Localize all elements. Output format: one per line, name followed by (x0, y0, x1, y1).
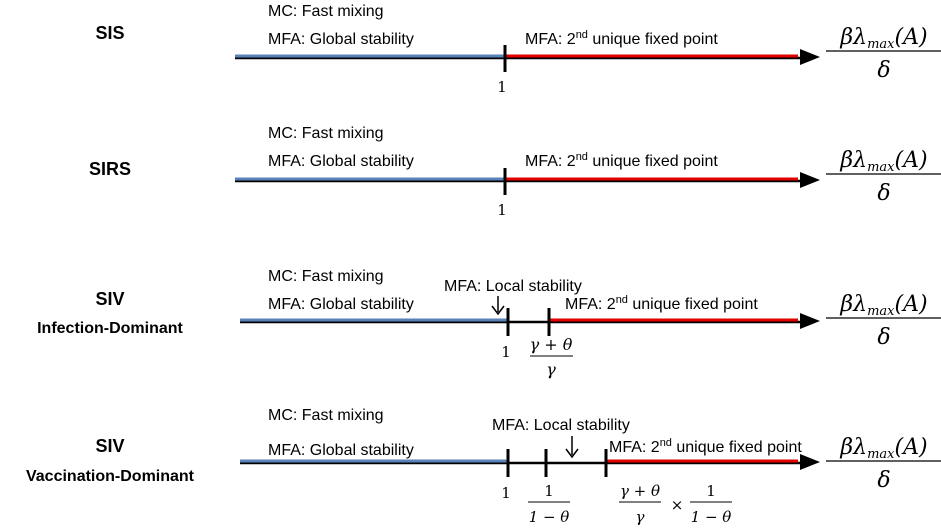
svg-text:βλmax(A): βλmax(A) (839, 435, 927, 462)
mfa-global-stability-label: MFA: Global stability (268, 442, 414, 459)
axis-label: βλmax(A) δ (826, 435, 941, 493)
svg-text:1: 1 (544, 482, 554, 500)
tick-label-one: 1 (497, 201, 507, 219)
row-siv-infection: SIV Infection-Dominant MC: Fast mixing M… (37, 268, 941, 379)
model-name-sis: SIS (95, 23, 124, 43)
axis-arrowhead (800, 49, 820, 65)
svg-text:γ + θ: γ + θ (620, 482, 660, 500)
mfa-second-fixed-point-label: MFA: 2nd unique fixed point (525, 29, 718, 48)
svg-text:γ: γ (636, 508, 645, 526)
mfa-second-fixed-point-label: MFA: 2nd unique fixed point (609, 437, 802, 456)
axis-label: βλmax(A) δ (826, 148, 941, 206)
tick-label-gamma-theta-over-gamma: γ + θ γ (530, 335, 573, 379)
axis-label: βλmax(A) δ (826, 25, 941, 83)
row-sis: SIS MC: Fast mixing MFA: Global stabilit… (95, 3, 941, 96)
model-name-siv: SIV (95, 289, 124, 309)
tick-label-product: γ + θ γ × 1 1 − θ (619, 482, 732, 526)
mc-fast-mixing-label: MC: Fast mixing (268, 268, 384, 285)
mc-fast-mixing-label: MC: Fast mixing (268, 407, 384, 424)
row-sirs: SIRS MC: Fast mixing MFA: Global stabili… (89, 125, 941, 219)
mfa-global-stability-label: MFA: Global stability (268, 296, 414, 313)
mc-fast-mixing-label: MC: Fast mixing (268, 3, 384, 20)
svg-text:βλmax(A): βλmax(A) (839, 292, 927, 319)
svg-text:βλmax(A): βλmax(A) (839, 148, 927, 175)
svg-text:1: 1 (706, 482, 716, 500)
svg-text:βλmax(A): βλmax(A) (839, 25, 927, 52)
tick-label-one: 1 (497, 78, 507, 96)
svg-text:1 − θ: 1 − θ (691, 508, 732, 526)
local-stability-arrow (565, 436, 579, 459)
mc-fast-mixing-label: MC: Fast mixing (268, 125, 384, 142)
mfa-local-stability-label: MFA: Local stability (492, 417, 630, 434)
svg-text:δ: δ (877, 58, 890, 83)
svg-text:1 − θ: 1 − θ (529, 508, 570, 526)
mfa-second-fixed-point-label: MFA: 2nd unique fixed point (565, 294, 758, 313)
local-stability-arrow (491, 296, 505, 316)
axis-arrowhead (800, 454, 820, 470)
tick-label-one: 1 (501, 484, 511, 502)
svg-text:γ: γ (546, 360, 556, 379)
mfa-second-fixed-point-label: MFA: 2nd unique fixed point (525, 151, 718, 170)
axis-arrowhead (800, 172, 820, 188)
mfa-global-stability-label: MFA: Global stability (268, 153, 414, 170)
mfa-global-stability-label: MFA: Global stability (268, 31, 414, 48)
svg-text:γ + θ: γ + θ (530, 335, 573, 354)
axis-label: βλmax(A) δ (826, 292, 941, 350)
tick-label-one: 1 (501, 343, 511, 361)
svg-text:δ: δ (877, 181, 890, 206)
svg-text:×: × (671, 496, 684, 514)
model-subtitle-vaccination-dominant: Vaccination-Dominant (26, 468, 195, 485)
model-subtitle-infection-dominant: Infection-Dominant (37, 320, 183, 337)
model-name-sirs: SIRS (89, 159, 131, 179)
mfa-local-stability-label: MFA: Local stability (444, 278, 582, 295)
tick-label-one-over-one-minus-theta: 1 1 − θ (528, 482, 570, 526)
row-siv-vaccination: SIV Vaccination-Dominant MC: Fast mixing… (26, 407, 941, 526)
svg-text:δ: δ (877, 468, 890, 493)
svg-text:δ: δ (877, 325, 890, 350)
model-name-siv: SIV (95, 436, 124, 456)
axis-arrowhead (800, 313, 820, 329)
